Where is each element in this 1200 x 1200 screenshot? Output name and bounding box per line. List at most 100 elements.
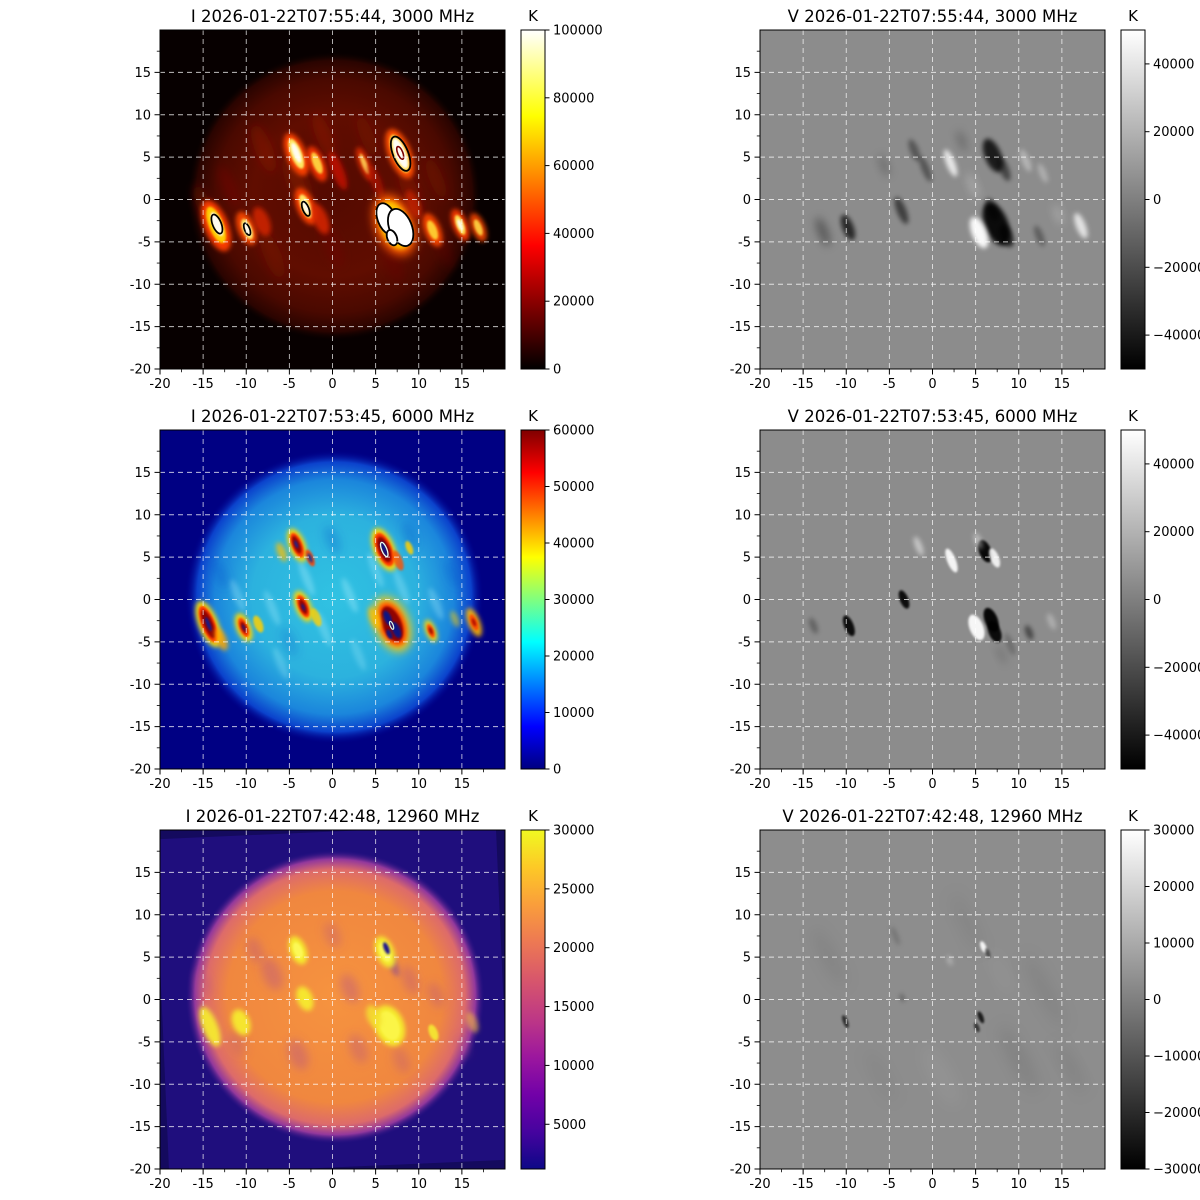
svg-text:0: 0 (928, 1177, 936, 1192)
panel-i-6000: I 2026-01-22T07:53:45, 6000 MHz K -20 -15… (0, 400, 620, 800)
svg-text:-5: -5 (883, 1177, 896, 1192)
svg-text:0: 0 (743, 993, 751, 1008)
svg-text:15: 15 (1054, 377, 1071, 392)
svg-text:-15: -15 (793, 777, 814, 792)
svg-text:0: 0 (553, 363, 561, 378)
svg-text:15: 15 (734, 466, 751, 481)
svg-text:-5: -5 (138, 1035, 151, 1050)
svg-text:15: 15 (1054, 1177, 1071, 1192)
svg-text:-10: -10 (236, 377, 257, 392)
svg-text:10000: 10000 (553, 1059, 594, 1074)
svg-text:-10: -10 (130, 278, 151, 293)
svg-text:20000: 20000 (1153, 525, 1194, 540)
svg-text:-20: -20 (749, 1177, 770, 1192)
svg-text:5: 5 (743, 551, 751, 566)
svg-text:40000: 40000 (553, 227, 594, 242)
panel-v-3000: V 2026-01-22T07:55:44, 3000 MHz K -20 -15… (600, 0, 1200, 400)
svg-text:30000: 30000 (553, 593, 594, 608)
svg-text:-15: -15 (730, 720, 751, 735)
svg-text:50000: 50000 (553, 480, 594, 495)
panel-v-12960-title: V 2026-01-22T07:42:48, 12960 MHz (782, 807, 1083, 826)
svg-text:5: 5 (743, 151, 751, 166)
svg-text:-20: -20 (730, 363, 751, 378)
svg-text:-20: -20 (130, 763, 151, 778)
panel-i-12960-colorbar-label: K (528, 807, 538, 825)
svg-text:-20: -20 (730, 763, 751, 778)
svg-text:80000: 80000 (553, 91, 594, 106)
svg-text:5: 5 (143, 151, 151, 166)
svg-text:0: 0 (1153, 993, 1161, 1008)
svg-text:-5: -5 (283, 377, 296, 392)
panel-v-6000: V 2026-01-22T07:53:45, 6000 MHz K -20 -15… (600, 400, 1200, 800)
svg-text:-10: -10 (836, 777, 857, 792)
svg-text:-10: -10 (236, 777, 257, 792)
svg-text:10000: 10000 (553, 706, 594, 721)
svg-text:-15: -15 (130, 720, 151, 735)
svg-text:20000: 20000 (553, 941, 594, 956)
panel-i-3000-title: I 2026-01-22T07:55:44, 3000 MHz (190, 7, 475, 26)
svg-text:5000: 5000 (553, 1118, 586, 1133)
svg-text:10: 10 (1010, 377, 1027, 392)
svg-text:15000: 15000 (553, 1000, 594, 1015)
svg-text:-5: -5 (738, 1035, 751, 1050)
svg-text:-10: -10 (730, 278, 751, 293)
svg-text:-20: -20 (130, 1163, 151, 1178)
svg-text:10: 10 (134, 508, 151, 523)
svg-text:0: 0 (1153, 593, 1161, 608)
svg-text:-5: -5 (738, 635, 751, 650)
panel-v-3000-canvas: -20 -15 -10 -5 0 5 10 15 -20 -15 -10 -5 0 5 10 15 −40000… (730, 29, 1200, 392)
svg-text:0: 0 (928, 377, 936, 392)
svg-text:30000: 30000 (553, 824, 594, 839)
panel-v-6000-canvas: -20 -15 -10 -5 0 5 10 15 -20 -15 -10 -5 0 5 10 15 −40000… (730, 429, 1200, 792)
svg-text:0: 0 (143, 193, 151, 208)
svg-text:5: 5 (971, 777, 979, 792)
svg-text:-10: -10 (130, 678, 151, 693)
svg-text:60000: 60000 (553, 159, 594, 174)
svg-text:10: 10 (134, 108, 151, 123)
panel-i-6000-colorbar-label: K (528, 407, 538, 425)
svg-text:20000: 20000 (553, 295, 594, 310)
panel-i-6000-canvas: -20 -15 -10 -5 0 5 10 15 -20 -15 -10 -5 0 5 10 15 0 10000… (130, 424, 595, 793)
svg-text:0: 0 (1153, 193, 1161, 208)
svg-text:0: 0 (553, 763, 561, 778)
panel-v-12960-canvas: -20 -15 -10 -5 0 5 10 15 -20 -15 -10 -5 0 5 10 15 −30000… (730, 824, 1200, 1193)
svg-text:-10: -10 (130, 1078, 151, 1093)
svg-text:-5: -5 (883, 377, 896, 392)
svg-text:10: 10 (734, 508, 751, 523)
panel-v-6000-colorbar-label: K (1128, 407, 1138, 425)
svg-text:0: 0 (143, 993, 151, 1008)
svg-text:10: 10 (1010, 777, 1027, 792)
svg-text:-10: -10 (836, 377, 857, 392)
svg-text:15: 15 (734, 66, 751, 81)
svg-text:15: 15 (1054, 777, 1071, 792)
svg-text:-10: -10 (836, 1177, 857, 1192)
svg-text:0: 0 (328, 1177, 336, 1192)
svg-text:5: 5 (371, 377, 379, 392)
svg-text:0: 0 (743, 193, 751, 208)
svg-text:30000: 30000 (1153, 824, 1194, 839)
svg-text:5: 5 (371, 777, 379, 792)
svg-text:-15: -15 (193, 377, 214, 392)
svg-text:5: 5 (143, 551, 151, 566)
svg-text:0: 0 (143, 593, 151, 608)
svg-text:20000: 20000 (1153, 125, 1194, 140)
svg-text:-20: -20 (149, 777, 170, 792)
svg-text:-15: -15 (193, 1177, 214, 1192)
svg-text:15: 15 (454, 777, 471, 792)
svg-text:-10: -10 (730, 678, 751, 693)
svg-text:0: 0 (743, 593, 751, 608)
svg-text:-5: -5 (138, 635, 151, 650)
svg-text:10: 10 (410, 1177, 427, 1192)
svg-text:-10: -10 (730, 1078, 751, 1093)
svg-text:5: 5 (971, 377, 979, 392)
svg-text:5: 5 (371, 1177, 379, 1192)
svg-text:-5: -5 (283, 1177, 296, 1192)
svg-text:−20000: −20000 (1153, 1106, 1200, 1121)
panel-i-6000-title: I 2026-01-22T07:53:45, 6000 MHz (190, 407, 475, 426)
svg-text:15: 15 (454, 377, 471, 392)
svg-text:10: 10 (734, 108, 751, 123)
panel-i-12960-title: I 2026-01-22T07:42:48, 12960 MHz (185, 807, 480, 826)
svg-text:5: 5 (971, 1177, 979, 1192)
svg-text:-15: -15 (193, 777, 214, 792)
svg-text:15: 15 (134, 866, 151, 881)
